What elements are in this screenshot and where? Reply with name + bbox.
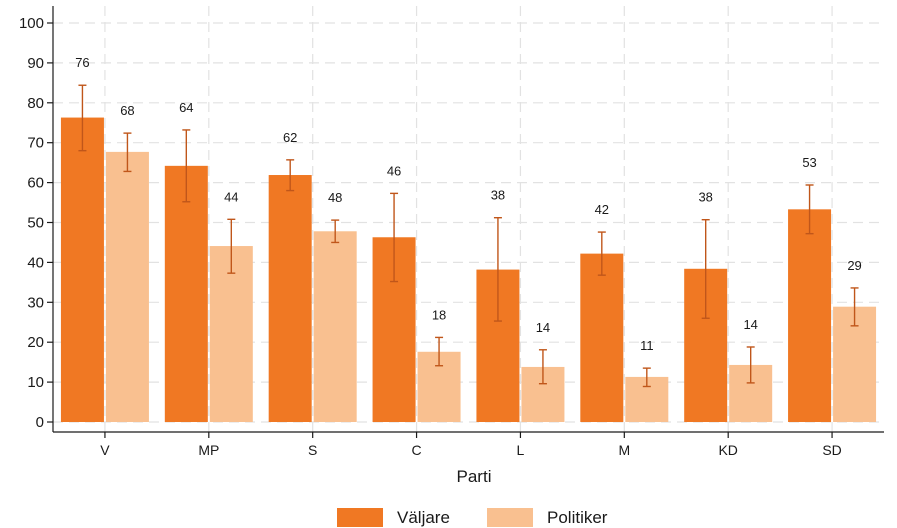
data-label: 38 [491, 188, 505, 203]
value-labels: 76 64 62 46 38 42 38 53 68 44 48 18 14 11 14 29 [75, 55, 862, 353]
x-tick-label: MP [198, 442, 219, 458]
data-label: 46 [387, 163, 401, 178]
data-label: 14 [536, 320, 550, 335]
y-tick-label: 80 [27, 95, 44, 112]
x-tick-label: V [100, 442, 110, 458]
data-label: 44 [224, 189, 238, 204]
x-tick-label: SD [822, 442, 841, 458]
data-label: 64 [179, 100, 193, 115]
bar-sd-series-1 [788, 209, 832, 422]
bar-m-series-1 [580, 253, 624, 422]
bar-v-series-1 [60, 117, 104, 423]
data-label: 53 [802, 155, 816, 170]
y-tick-label: 50 [27, 215, 44, 232]
bar-chart: 76 64 62 46 38 42 38 53 68 44 48 18 14 11 14 29 0 10 20 30… [19, 6, 884, 486]
legend-swatch-series-2 [487, 508, 533, 527]
data-label: 18 [432, 307, 446, 322]
legend-label-series-1: Väljare [397, 507, 450, 527]
y-tick-label: 60 [27, 175, 44, 192]
x-tick-label: C [412, 442, 422, 458]
bar-mp-series-2 [209, 246, 253, 422]
x-tick-label: S [308, 442, 317, 458]
data-label: 68 [120, 103, 134, 118]
legend-swatch-series-1 [337, 508, 383, 527]
data-label: 38 [698, 190, 712, 205]
data-label: 11 [640, 338, 654, 353]
y-tick-label: 40 [27, 254, 44, 271]
data-label: 62 [283, 130, 297, 145]
bar-s-series-1 [268, 175, 312, 422]
x-tick-label: KD [718, 442, 737, 458]
bars [60, 117, 877, 423]
grid-lines [53, 6, 884, 432]
error-bars [78, 84, 859, 388]
bar-s-series-2 [313, 231, 357, 422]
x-tick-label: L [517, 442, 525, 458]
y-tick-label: 10 [27, 374, 44, 391]
legend-item-series-2: Politiker [487, 508, 607, 527]
legend-item-series-1: Väljare [337, 508, 450, 527]
y-tick-label: 20 [27, 334, 44, 351]
data-label: 42 [595, 202, 609, 217]
y-tick-label: 70 [27, 135, 44, 152]
y-tick-label: 30 [27, 294, 44, 311]
data-label: 14 [743, 317, 757, 332]
y-tick-label: 0 [36, 414, 44, 431]
x-tick-label: M [618, 442, 630, 458]
x-axis-title: Parti [457, 467, 492, 486]
y-tick-label: 90 [27, 55, 44, 72]
bar-v-series-2 [105, 151, 149, 422]
data-label: 48 [328, 190, 342, 205]
data-label: 29 [847, 258, 861, 273]
legend: Väljare Politiker [0, 504, 897, 527]
y-tick-label: 100 [19, 15, 44, 32]
data-label: 76 [75, 55, 89, 70]
bar-mp-series-1 [164, 165, 208, 423]
axes: 0 10 20 30 40 50 60 70 80 90 100 V MP S C L M KD SD [19, 6, 884, 458]
legend-label-series-2: Politiker [547, 507, 608, 527]
